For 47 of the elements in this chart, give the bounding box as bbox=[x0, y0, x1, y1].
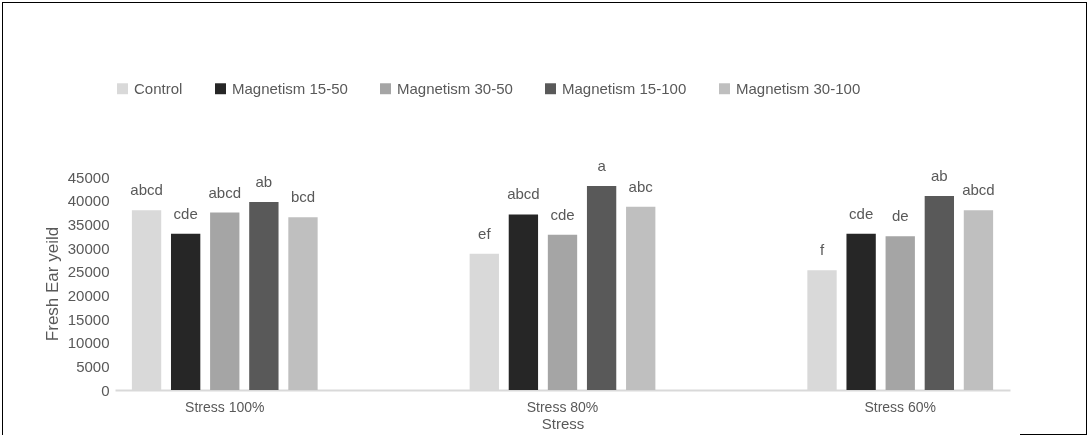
legend-label: Control bbox=[134, 79, 183, 97]
y-tick-label: 10000 bbox=[67, 334, 110, 352]
data-label: ef bbox=[478, 224, 492, 242]
bar bbox=[586, 185, 617, 390]
data-label: abc bbox=[628, 177, 654, 195]
x-axis-title: Stress bbox=[541, 414, 585, 432]
x-tick-label: Stress 100% bbox=[185, 398, 265, 415]
y-tick-label: 20000 bbox=[67, 286, 110, 304]
data-label: cde bbox=[173, 204, 198, 222]
data-label: cde bbox=[550, 205, 575, 223]
y-tick-label: 45000 bbox=[67, 168, 110, 186]
y-tick-label: 5000 bbox=[76, 357, 110, 375]
legend-label: Magnetism 30-100 bbox=[736, 79, 861, 97]
legend-label: Magnetism 15-100 bbox=[562, 79, 687, 97]
data-label: ab bbox=[255, 173, 273, 191]
data-label: f bbox=[819, 241, 825, 259]
data-label: cde bbox=[849, 204, 874, 222]
bar bbox=[885, 236, 915, 390]
bar bbox=[924, 195, 955, 390]
bar bbox=[288, 217, 318, 390]
x-tick-label: Stress 80% bbox=[526, 398, 599, 415]
bar bbox=[508, 214, 539, 390]
x-tick-label: Stress 60% bbox=[864, 398, 937, 415]
bar bbox=[846, 233, 876, 390]
bar bbox=[170, 233, 201, 390]
data-label: abcd bbox=[962, 181, 995, 199]
data-label: ab bbox=[931, 166, 948, 184]
bar bbox=[547, 234, 578, 390]
legend-label: Magnetism 30-50 bbox=[397, 79, 513, 97]
bar bbox=[249, 202, 279, 390]
bar bbox=[963, 210, 994, 390]
data-label: abcd bbox=[507, 185, 540, 203]
bar bbox=[210, 212, 240, 390]
y-tick-label: 15000 bbox=[67, 310, 110, 328]
bar bbox=[626, 206, 656, 390]
y-tick-label: 40000 bbox=[67, 192, 110, 210]
data-label: de bbox=[891, 207, 909, 225]
data-label: abcd bbox=[130, 181, 163, 199]
y-axis-title: Fresh Ear yeild bbox=[42, 226, 62, 342]
data-label: bcd bbox=[290, 188, 316, 206]
y-tick-label: 25000 bbox=[67, 263, 110, 281]
data-label: a bbox=[597, 156, 607, 174]
data-label: abcd bbox=[208, 183, 242, 201]
y-tick-label: 35000 bbox=[67, 215, 110, 233]
legend-label: Magnetism 15-50 bbox=[232, 79, 348, 97]
y-tick-label: 30000 bbox=[67, 239, 110, 257]
y-tick-label: 0 bbox=[101, 381, 110, 399]
